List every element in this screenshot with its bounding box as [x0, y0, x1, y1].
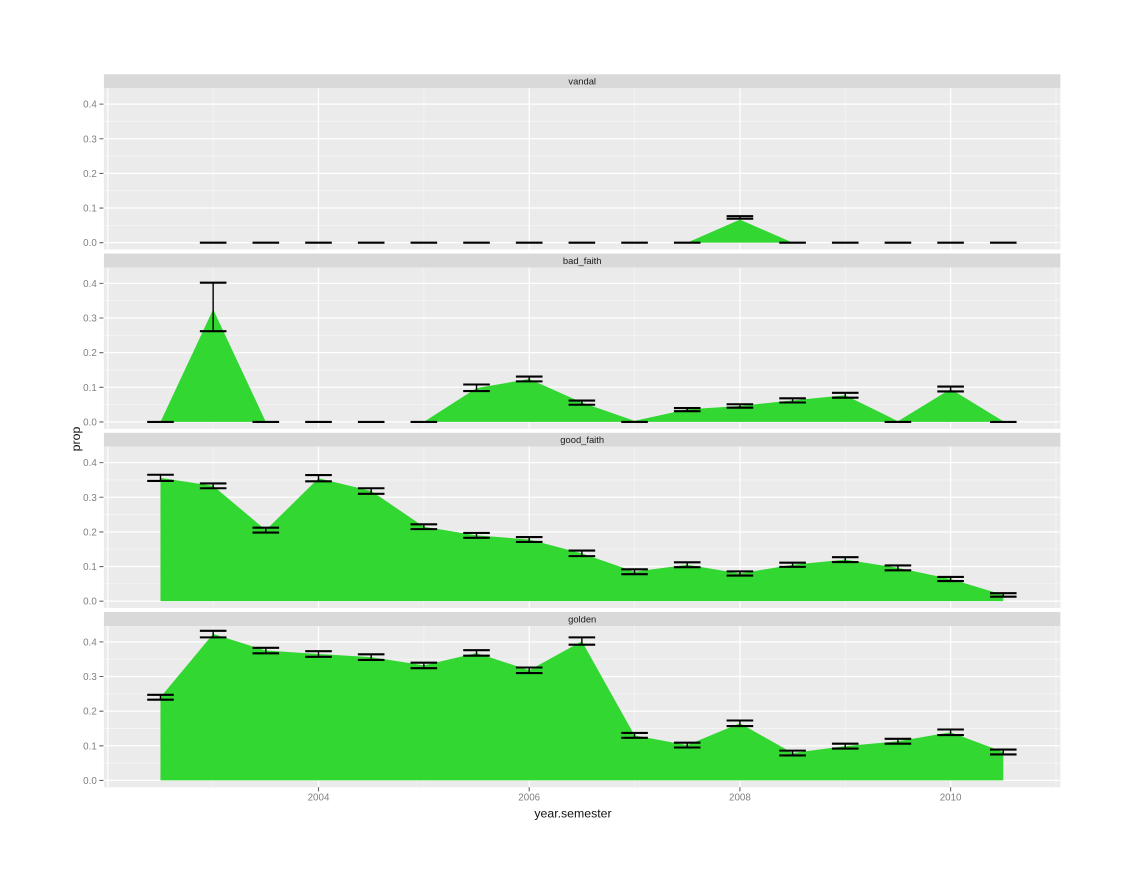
svg-text:0.1: 0.1: [83, 562, 97, 573]
svg-text:0.4: 0.4: [83, 279, 97, 290]
svg-text:0.4: 0.4: [83, 637, 97, 648]
svg-text:0.2: 0.2: [83, 169, 97, 180]
svg-text:0.3: 0.3: [83, 134, 97, 145]
svg-text:0.0: 0.0: [83, 238, 97, 249]
svg-text:0.1: 0.1: [83, 741, 97, 752]
svg-text:bad_faith: bad_faith: [563, 255, 602, 266]
svg-text:0.4: 0.4: [83, 100, 97, 111]
svg-text:prop: prop: [69, 427, 83, 452]
svg-text:0.3: 0.3: [83, 493, 97, 504]
svg-text:year.semester: year.semester: [534, 806, 611, 820]
svg-text:0.1: 0.1: [83, 204, 97, 215]
svg-text:2010: 2010: [940, 793, 962, 804]
svg-text:0.2: 0.2: [83, 707, 97, 718]
svg-text:2008: 2008: [729, 793, 751, 804]
svg-text:0.3: 0.3: [83, 672, 97, 683]
svg-text:good_faith: good_faith: [560, 434, 604, 445]
svg-text:0.2: 0.2: [83, 348, 97, 359]
svg-text:0.0: 0.0: [83, 417, 97, 428]
svg-text:2004: 2004: [308, 793, 330, 804]
svg-text:0.0: 0.0: [83, 597, 97, 608]
svg-text:2006: 2006: [518, 793, 540, 804]
svg-text:vandal: vandal: [568, 76, 596, 87]
svg-text:0.4: 0.4: [83, 458, 97, 469]
svg-text:0.1: 0.1: [83, 383, 97, 394]
svg-text:golden: golden: [568, 613, 596, 624]
svg-text:0.2: 0.2: [83, 527, 97, 538]
svg-text:0.3: 0.3: [83, 314, 97, 325]
svg-text:0.0: 0.0: [83, 776, 97, 787]
